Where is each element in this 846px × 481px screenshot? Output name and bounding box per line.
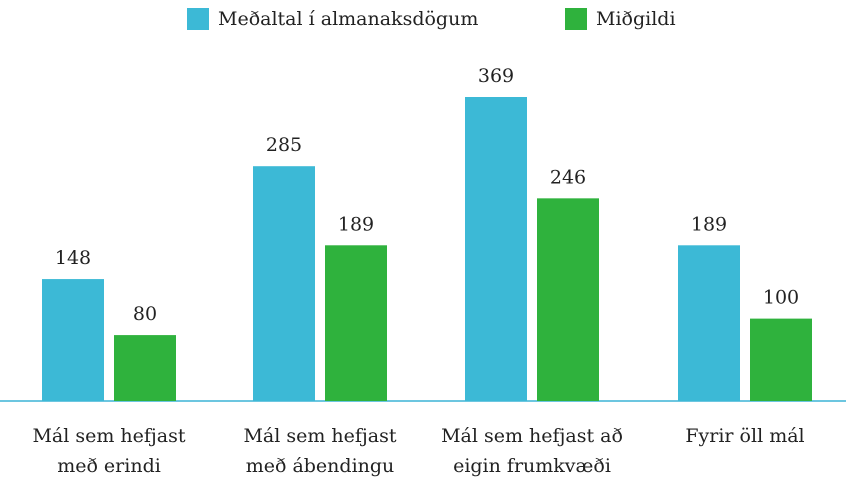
x-tick-label: Mál sem hefjast að eigin frumkvæði <box>441 425 623 477</box>
value-label: 369 <box>478 65 514 87</box>
value-label: 189 <box>691 213 727 235</box>
value-label: 100 <box>763 287 799 309</box>
value-label: 285 <box>266 134 302 156</box>
value-label: 246 <box>550 166 586 188</box>
bar <box>253 166 315 401</box>
label-line: eigin frumkvæði <box>453 455 611 477</box>
value-label: 189 <box>338 213 374 235</box>
legend-swatch <box>565 8 587 30</box>
bar <box>114 335 176 401</box>
label-line: Fyrir öll mál <box>685 425 804 447</box>
legend-label: Miðgildi <box>596 8 676 30</box>
value-label: 80 <box>133 303 157 325</box>
legend-swatch <box>187 8 209 30</box>
bar <box>750 318 812 401</box>
x-tick-label: Fyrir öll mál <box>685 425 804 447</box>
bar <box>537 198 599 401</box>
label-line: með ábendingu <box>246 455 395 477</box>
legend-label: Meðaltal í almanaksdögum <box>218 8 478 30</box>
bar <box>465 97 527 401</box>
value-label: 148 <box>55 247 91 269</box>
label-line: Mál sem hefjast að <box>441 425 623 447</box>
bar <box>42 279 104 401</box>
label-line: með erindi <box>57 455 161 477</box>
label-line: Mál sem hefjast <box>32 425 185 447</box>
bar <box>678 245 740 401</box>
bar <box>325 245 387 401</box>
x-tick-label: Mál sem hefjast með ábendingu <box>243 425 396 477</box>
x-tick-label: Mál sem hefjast með erindi <box>32 425 185 477</box>
label-line: Mál sem hefjast <box>243 425 396 447</box>
